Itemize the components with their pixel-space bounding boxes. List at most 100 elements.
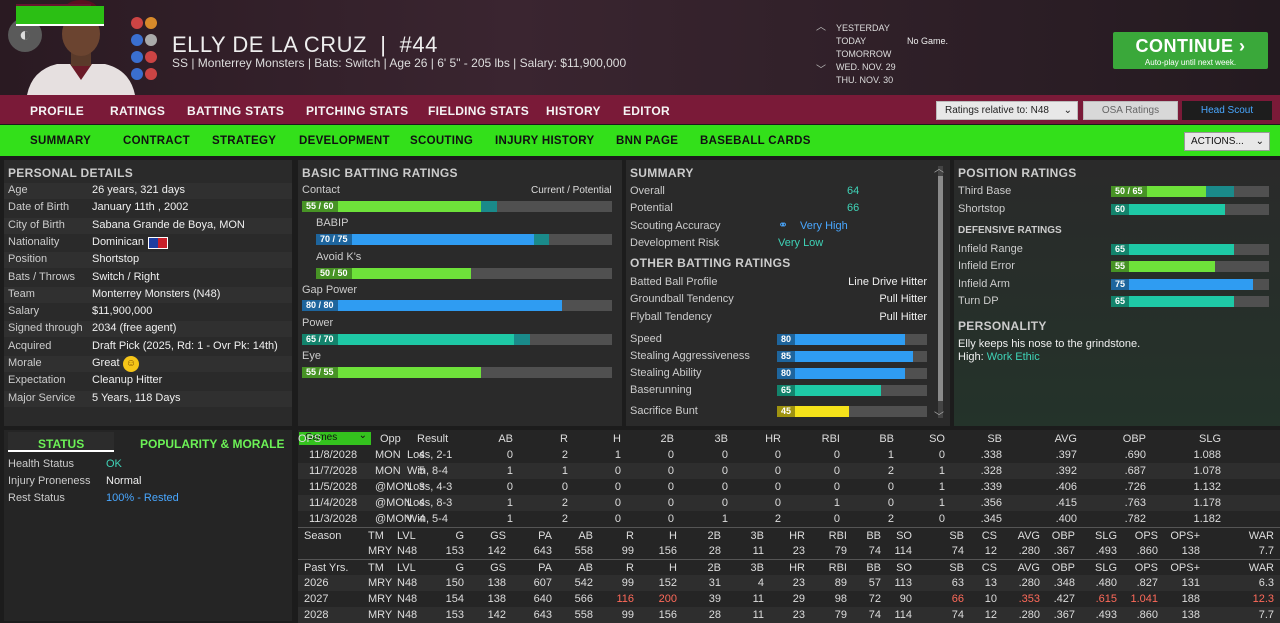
column-header[interactable]: SB xyxy=(987,433,1002,445)
column-header[interactable]: SB xyxy=(949,530,964,542)
subtab-summary[interactable]: SUMMARY xyxy=(30,135,92,147)
column-header[interactable]: SLG xyxy=(1198,433,1221,445)
scrollbar-thumb[interactable] xyxy=(938,176,943,401)
schedule-item[interactable]: YESTERDAY xyxy=(836,23,890,33)
tab-popularity-morale[interactable]: POPULARITY & MORALE xyxy=(140,437,285,451)
subtab-strategy[interactable]: STRATEGY xyxy=(212,135,277,147)
actions-dropdown[interactable]: ACTIONS... ⌄ xyxy=(1184,132,1270,151)
tab-editor[interactable]: EDITOR xyxy=(623,104,670,118)
column-header[interactable]: CS xyxy=(981,530,997,542)
column-header[interactable]: Result xyxy=(417,433,449,445)
column-header[interactable]: H xyxy=(613,433,621,445)
schedule-item[interactable]: THU. NOV. 30 xyxy=(836,75,894,85)
subtab-baseball-cards[interactable]: BASEBALL CARDS xyxy=(700,135,811,147)
column-header[interactable]: 3B xyxy=(714,433,728,445)
column-header[interactable]: PA xyxy=(538,562,552,574)
tab-status[interactable]: STATUS xyxy=(38,437,85,451)
column-header[interactable]: Opp xyxy=(380,433,401,445)
column-header[interactable]: PA xyxy=(538,530,552,542)
column-header[interactable]: SO xyxy=(929,433,945,445)
column-header[interactable]: SB xyxy=(949,562,964,574)
column-header[interactable]: OPS+ xyxy=(1170,562,1200,574)
column-header[interactable]: HR xyxy=(765,433,781,445)
column-header[interactable]: 3B xyxy=(750,562,764,574)
column-header[interactable]: BB xyxy=(866,530,881,542)
column-header[interactable]: Past Yrs. xyxy=(304,562,349,574)
head-scout-button[interactable]: Head Scout xyxy=(1182,101,1272,120)
column-header[interactable]: BB xyxy=(879,433,894,445)
ratings-relative-dropdown[interactable]: Ratings relative to: N48 ⌄ xyxy=(936,101,1078,120)
column-header[interactable]: SO xyxy=(896,530,912,542)
tab-ratings[interactable]: RATINGS xyxy=(110,104,166,118)
subtab-contract[interactable]: CONTRACT xyxy=(123,135,190,147)
schedule-item[interactable]: TOMORROW xyxy=(836,49,892,59)
stat-cell: 156 xyxy=(658,609,677,621)
column-header[interactable]: AB xyxy=(498,433,513,445)
column-header[interactable]: AVG xyxy=(1017,530,1040,542)
column-header[interactable]: 3B xyxy=(750,530,764,542)
game-cell: 0 xyxy=(774,497,781,509)
column-header[interactable]: AVG xyxy=(1017,562,1040,574)
schedule-up-icon[interactable]: ︿ xyxy=(816,22,826,33)
column-header[interactable]: OBP xyxy=(1051,530,1075,542)
summary-scrollbar[interactable] xyxy=(938,166,943,418)
column-header[interactable]: OBP xyxy=(1122,433,1146,445)
column-header[interactable]: 2B xyxy=(660,433,674,445)
game-cell: 0 xyxy=(774,481,781,493)
column-header[interactable]: 2B xyxy=(707,530,721,542)
column-header[interactable]: R xyxy=(626,530,634,542)
column-header[interactable]: H xyxy=(669,530,677,542)
games-dropdown[interactable]: Games ⌄ xyxy=(299,430,371,445)
column-header[interactable]: OBP xyxy=(1051,562,1075,574)
column-header[interactable]: HR xyxy=(789,562,805,574)
continue-button[interactable]: CONTINUE › Auto-play until next week. xyxy=(1113,32,1268,69)
tab-profile[interactable]: PROFILE xyxy=(30,104,85,118)
column-header[interactable]: LVL xyxy=(397,530,416,542)
schedule-item[interactable]: WED. NOV. 29 xyxy=(836,62,896,72)
column-header[interactable]: OPS+ xyxy=(1170,530,1200,542)
column-header[interactable]: OPS xyxy=(298,433,322,445)
column-header[interactable]: WAR xyxy=(1248,530,1274,542)
column-header[interactable]: 2B xyxy=(707,562,721,574)
subtab-injury-history[interactable]: INJURY HISTORY xyxy=(495,135,595,147)
column-header[interactable]: TM xyxy=(368,530,384,542)
column-header[interactable]: RBI xyxy=(828,530,847,542)
game-cell: 0 xyxy=(833,481,840,493)
column-header[interactable]: OPS xyxy=(1134,530,1158,542)
subtab-scouting[interactable]: SCOUTING xyxy=(410,135,474,147)
column-header[interactable]: SO xyxy=(896,562,912,574)
column-header[interactable]: AB xyxy=(578,562,593,574)
column-header[interactable]: RBI xyxy=(828,562,847,574)
column-header[interactable]: SLG xyxy=(1094,530,1117,542)
column-header[interactable]: RBI xyxy=(821,433,840,445)
schedule-down-icon[interactable]: ﹀ xyxy=(816,65,826,76)
column-header[interactable]: AB xyxy=(578,530,593,542)
column-header[interactable]: SLG xyxy=(1094,562,1117,574)
column-header[interactable]: GS xyxy=(490,562,506,574)
column-header[interactable]: LVL xyxy=(397,562,416,574)
tab-fielding-stats[interactable]: FIELDING STATS xyxy=(428,104,530,118)
scroll-down-icon[interactable]: ﹀ xyxy=(934,412,944,423)
tab-batting-stats[interactable]: BATTING STATS xyxy=(187,104,285,118)
column-header[interactable]: AVG xyxy=(1054,433,1077,445)
schedule-item[interactable]: TODAY xyxy=(836,36,867,46)
column-header[interactable]: GS xyxy=(490,530,506,542)
column-header[interactable]: CS xyxy=(981,562,997,574)
column-header[interactable]: HR xyxy=(789,530,805,542)
subtab-development[interactable]: DEVELOPMENT xyxy=(299,135,390,147)
tab-history[interactable]: HISTORY xyxy=(546,104,601,118)
subtab-bnn-page[interactable]: BNN PAGE xyxy=(616,135,679,147)
column-header[interactable]: TM xyxy=(368,562,384,574)
column-header[interactable]: R xyxy=(626,562,634,574)
column-header[interactable]: BB xyxy=(866,562,881,574)
tab-pitching-stats[interactable]: PITCHING STATS xyxy=(306,104,409,118)
osa-ratings-button[interactable]: OSA Ratings xyxy=(1083,101,1178,120)
scroll-up-icon[interactable]: ︿ xyxy=(934,164,944,175)
column-header[interactable]: WAR xyxy=(1248,562,1274,574)
column-header[interactable]: Season xyxy=(304,530,342,542)
column-header[interactable]: OPS xyxy=(1134,562,1158,574)
column-header[interactable]: R xyxy=(560,433,568,445)
column-header[interactable]: G xyxy=(455,562,464,574)
column-header[interactable]: G xyxy=(455,530,464,542)
column-header[interactable]: H xyxy=(669,562,677,574)
